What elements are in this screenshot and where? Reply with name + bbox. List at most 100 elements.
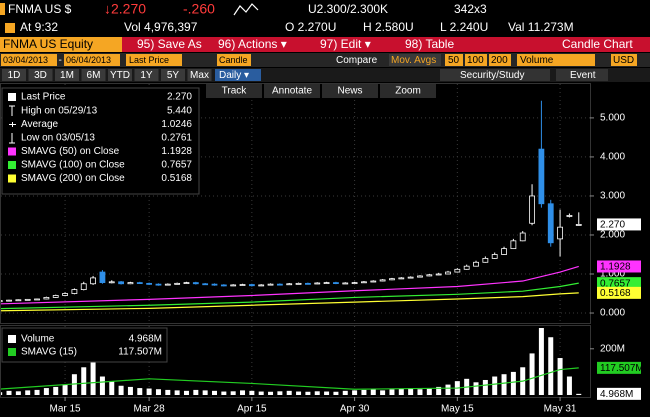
button[interactable] xyxy=(134,69,159,81)
range-button[interactable]: 5Y xyxy=(167,70,180,81)
button[interactable] xyxy=(161,69,185,81)
period[interactable]: 100 xyxy=(467,55,484,66)
button[interactable] xyxy=(55,69,79,81)
volume-bar xyxy=(370,389,376,395)
input[interactable] xyxy=(1,54,57,66)
mov-avgs[interactable]: Mov. Avgs xyxy=(391,55,436,66)
candle-body xyxy=(6,299,12,302)
tool[interactable]: Zoom xyxy=(395,86,421,97)
candle-body xyxy=(118,281,124,285)
volume-bar xyxy=(380,390,386,395)
legend-icon xyxy=(9,122,16,127)
candle-body xyxy=(34,298,40,301)
range-button[interactable]: 1Y xyxy=(140,70,153,81)
legend-swatch xyxy=(8,174,16,183)
security-box[interactable] xyxy=(0,37,122,52)
candle-body xyxy=(248,284,255,287)
button[interactable] xyxy=(264,84,320,98)
event[interactable]: Event xyxy=(570,70,596,81)
volume-bar xyxy=(510,371,516,395)
candle-body xyxy=(52,295,59,298)
input[interactable] xyxy=(64,54,120,66)
button[interactable] xyxy=(322,84,378,98)
period[interactable]: 200 xyxy=(491,55,508,66)
volume-average xyxy=(1,367,579,390)
candle-body xyxy=(1,300,3,303)
button[interactable] xyxy=(389,54,441,66)
lower-panel[interactable]: Volume xyxy=(520,55,554,66)
input[interactable] xyxy=(489,54,511,66)
button[interactable] xyxy=(81,69,106,81)
legend-value: 0.7657 xyxy=(161,160,192,171)
tool[interactable]: Track xyxy=(222,86,248,97)
button[interactable] xyxy=(28,69,53,81)
range-button[interactable]: 6M xyxy=(87,70,101,81)
input[interactable] xyxy=(126,54,182,66)
start-date[interactable]: 03/04/2013 xyxy=(3,55,48,65)
button[interactable] xyxy=(556,69,608,81)
frequency[interactable]: Daily ▾ xyxy=(219,70,249,81)
range-button[interactable]: 3D xyxy=(34,70,47,81)
ticker: FNMA US $ xyxy=(8,2,72,16)
y-tick-label: 2.000 xyxy=(600,230,625,241)
field[interactable]: Last Price xyxy=(129,55,169,65)
candle-body xyxy=(445,271,451,275)
range-button[interactable]: 1D xyxy=(8,70,21,81)
study[interactable]: Security/Study xyxy=(460,70,524,81)
menu-item[interactable]: 97) Edit ▾ xyxy=(320,37,371,51)
legend-label: High on 05/29/13 xyxy=(21,106,98,117)
currency[interactable]: USD xyxy=(613,55,634,66)
compare[interactable]: Compare xyxy=(336,55,378,66)
candle-body xyxy=(398,277,405,280)
volume-bar xyxy=(25,390,31,395)
button[interactable] xyxy=(380,84,436,98)
button[interactable] xyxy=(440,69,550,81)
security[interactable]: FNMA US Equity xyxy=(3,37,93,51)
range-button[interactable]: 1M xyxy=(60,70,74,81)
button[interactable] xyxy=(215,69,261,81)
volume-bar xyxy=(258,391,264,395)
candle-body xyxy=(62,293,68,296)
candle-body xyxy=(547,203,554,244)
input[interactable] xyxy=(445,54,463,66)
volume-bar xyxy=(137,388,143,395)
legend-icon xyxy=(9,105,15,116)
tool[interactable]: News xyxy=(337,86,362,97)
candle-body xyxy=(463,265,470,270)
volume-bar xyxy=(426,388,432,395)
button[interactable] xyxy=(2,69,26,81)
candle-body xyxy=(529,195,535,224)
range-button[interactable]: Max xyxy=(190,70,209,81)
style[interactable]: Candle xyxy=(219,55,248,65)
menu-item[interactable]: 98) Table xyxy=(405,37,454,51)
x-tick-label: Apr 15 xyxy=(237,404,267,415)
legend-swatch xyxy=(8,93,16,101)
end-date[interactable]: 06/04/2013 xyxy=(66,55,111,65)
legend-value: 0.2761 xyxy=(161,133,192,144)
candle-body xyxy=(333,282,339,284)
candle-body xyxy=(314,282,321,285)
volume-bar xyxy=(221,391,227,395)
button[interactable] xyxy=(187,69,212,81)
tool[interactable]: Annotate xyxy=(272,86,312,97)
volume-bar xyxy=(333,391,339,395)
candle-body xyxy=(566,215,573,217)
button[interactable] xyxy=(206,84,262,98)
volume-bar xyxy=(268,391,274,395)
range-button[interactable]: YTD xyxy=(110,70,130,81)
candle-body xyxy=(24,298,31,301)
menu-item[interactable]: 96) Actions ▾ xyxy=(218,37,287,51)
period[interactable]: 50 xyxy=(448,55,460,66)
value-box-label: 1.1928 xyxy=(600,262,631,273)
volume-panel xyxy=(1,326,582,397)
input[interactable] xyxy=(517,54,595,66)
button[interactable] xyxy=(108,69,132,81)
candle-body xyxy=(202,283,209,286)
value-box-label: 117.507M xyxy=(600,363,644,374)
volume-bar xyxy=(314,391,320,395)
input[interactable] xyxy=(465,54,487,66)
menu-item[interactable]: 95) Save As xyxy=(137,37,202,51)
input[interactable] xyxy=(611,54,637,66)
volume-bar xyxy=(193,389,199,395)
input[interactable] xyxy=(217,54,251,66)
